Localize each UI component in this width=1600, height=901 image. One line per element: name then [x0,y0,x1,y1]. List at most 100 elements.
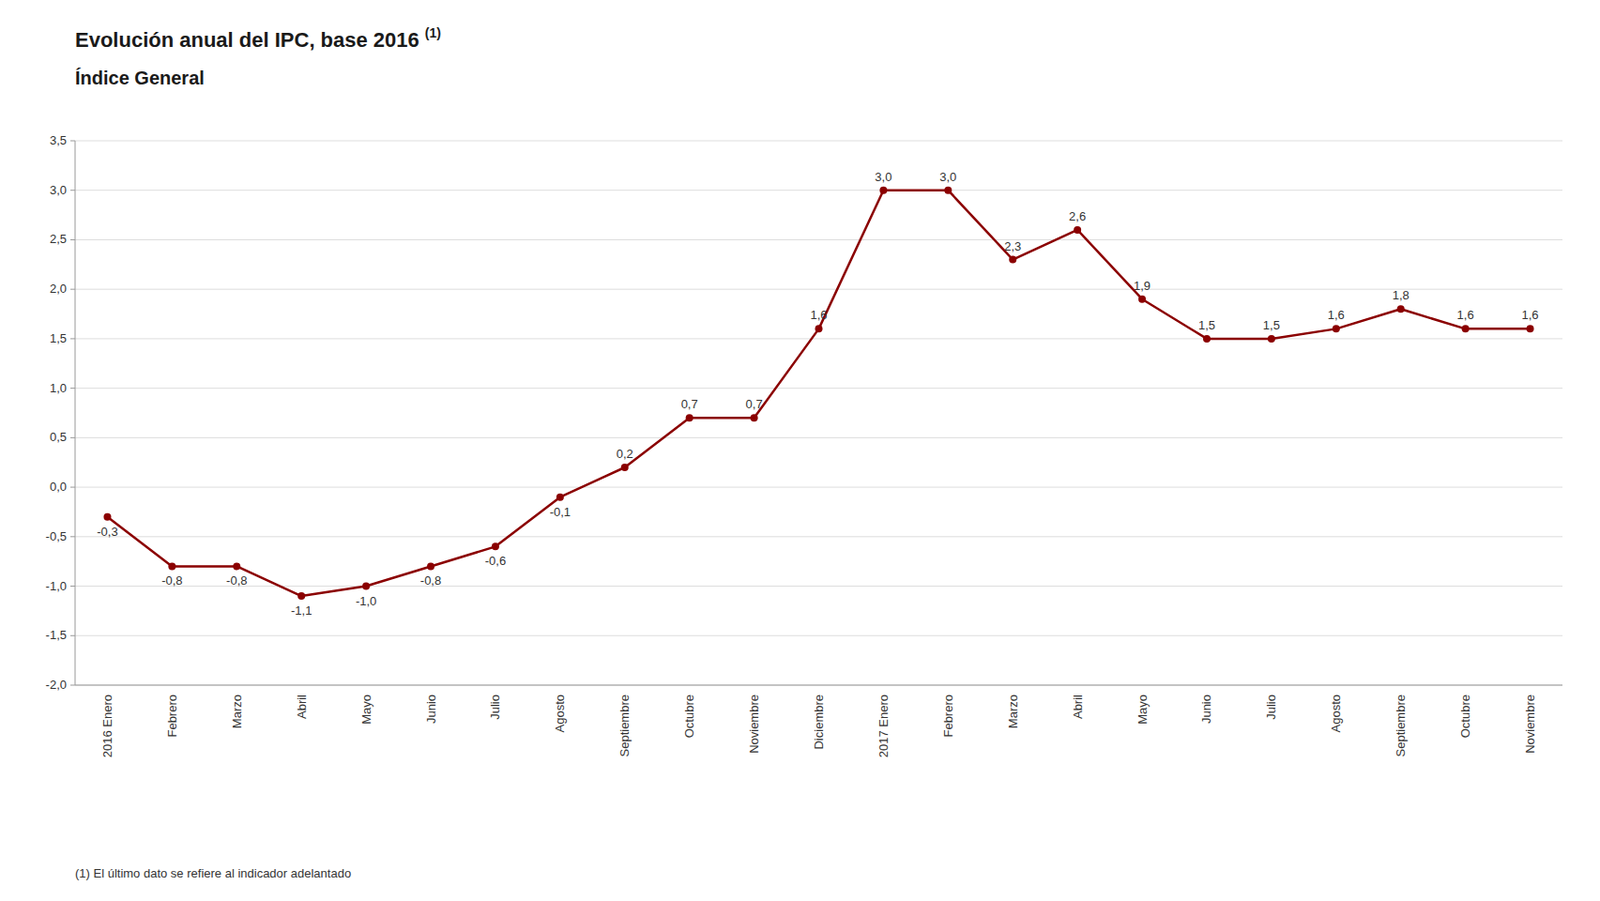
point [556,493,564,502]
data-label: -0,1 [549,504,571,519]
point [103,513,111,521]
point [944,186,952,195]
line [106,190,1530,596]
y-tick-label: 2,0 [49,281,67,296]
x-tick-label: Mayo [359,694,374,725]
data-label: -0,3 [96,524,118,539]
data-label: -0,8 [420,573,442,588]
data-label: -1,1 [290,603,312,618]
y-tick-label: -1,5 [45,627,67,642]
y-tick [70,239,76,241]
data-label: 1,6 [1522,307,1540,322]
data-label: 1,9 [1133,278,1151,293]
data-label: 1,6 [1457,307,1475,322]
x-tick-label: Junio [1199,694,1214,724]
subtitle: Índice General [75,67,205,89]
grid-line [75,387,1563,389]
point [362,582,370,591]
point [491,542,500,550]
y-tick-label: 3,5 [49,133,67,148]
data-label: -0,8 [226,573,247,588]
y-tick-label: 3,0 [49,182,67,198]
x-tick-label: Marzo [229,694,244,729]
x-tick-label: Junio [424,694,439,724]
x-tick-label: Marzo [1005,694,1021,729]
y-tick [70,289,76,290]
y-tick-label: 0,0 [49,479,67,494]
x-tick-label: Abril [1070,694,1085,719]
x-tick-label: 2016 Enero [100,694,115,758]
point [621,463,629,472]
data-label: -0,8 [161,573,183,588]
point [167,562,176,570]
data-label: 0,7 [746,396,763,412]
point [426,562,435,570]
y-tick-label: 1,5 [49,331,67,346]
point [1267,335,1276,343]
y-tick-label: -1,0 [45,579,67,594]
y-tick-label: 0,5 [49,429,67,444]
y-tick [70,387,76,389]
data-label: 1,5 [1198,318,1216,333]
point [1138,295,1146,304]
x-axis [75,685,1563,686]
point [685,413,694,422]
data-label: 2,6 [1068,209,1086,224]
data-label: 1,5 [1263,318,1280,333]
y-tick [70,535,76,537]
point [1073,226,1082,234]
title-note: (1) [425,25,442,41]
y-tick [70,487,76,488]
point [1397,304,1405,313]
y-tick-label: -0,5 [45,529,67,544]
grid-line [75,239,1563,241]
grid-line [75,289,1563,290]
x-tick-label: Julio [487,694,503,720]
data-label: -0,6 [485,553,506,568]
point [1332,324,1341,333]
x-tick-label: Noviembre [1523,694,1538,754]
data-label: 2,3 [1004,239,1021,254]
point [1203,335,1211,343]
data-labels: -0,3-0,8-0,8-1,1-1,0-0,8-0,6-0,10,20,70,… [96,169,1539,618]
grid-line [75,685,1563,686]
title: Evolución anual del IPC, base 2016 [75,28,420,52]
y-tick-label: 1,0 [49,380,67,396]
y-tick [70,635,76,637]
y-tick [70,337,76,339]
x-tick-label: Julio [1264,694,1279,720]
y-tick [70,189,76,191]
point [815,324,823,333]
grid [75,140,1563,686]
x-tick-label: Febrero [165,694,180,738]
x-tick-label: Septiembre [1393,694,1408,757]
point [1008,256,1017,264]
y-tick [70,437,76,439]
grid-line [75,437,1563,439]
x-tick-label: Agosto [552,694,567,732]
data-label: 3,0 [874,169,892,184]
grid-line [75,535,1563,537]
x-tick-label: Septiembre [617,694,632,757]
x-tick-label: Febrero [941,694,956,738]
data-label: 3,0 [939,169,957,184]
x-tick-label: Noviembre [746,694,762,754]
data-label: 1,6 [809,307,827,322]
y-tick-label: 2,5 [49,231,67,246]
x-tick-label: Octubre [1458,694,1473,738]
x-tick-label: 2017 Enero [876,694,891,758]
x-tick-label: Octubre [682,694,697,738]
x-tick-label: Diciembre [811,694,826,750]
x-tick-label: Abril [294,694,309,719]
footnote: (1) El último dato se refiere al indicad… [75,866,351,881]
grid-line [75,487,1563,488]
x-tick-label: Mayo [1135,694,1150,725]
y-tick [70,685,76,686]
grid-line [75,635,1563,637]
data-label: 0,7 [681,396,699,412]
series [103,186,1534,600]
chart: Evolución anual del IPC, base 2016 (1) Índ… [0,0,1600,901]
y-axis [75,140,77,686]
point [750,413,759,422]
grid-line [75,189,1563,191]
